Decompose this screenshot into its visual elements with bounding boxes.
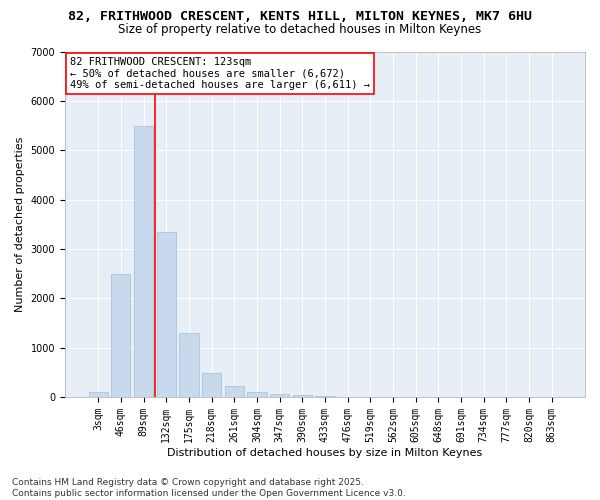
Bar	[134, 126, 153, 397]
Bar	[293, 396, 312, 397]
Text: 82 FRITHWOOD CRESCENT: 123sqm
← 50% of detached houses are smaller (6,672)
49% o: 82 FRITHWOOD CRESCENT: 123sqm ← 50% of d…	[70, 56, 370, 90]
Text: Contains HM Land Registry data © Crown copyright and database right 2025.
Contai: Contains HM Land Registry data © Crown c…	[12, 478, 406, 498]
Bar	[247, 392, 266, 397]
Bar	[179, 333, 199, 397]
Bar	[224, 386, 244, 397]
Text: Size of property relative to detached houses in Milton Keynes: Size of property relative to detached ho…	[118, 22, 482, 36]
Bar	[89, 392, 108, 397]
X-axis label: Distribution of detached houses by size in Milton Keynes: Distribution of detached houses by size …	[167, 448, 482, 458]
Bar	[270, 394, 289, 397]
Y-axis label: Number of detached properties: Number of detached properties	[15, 136, 25, 312]
Bar	[157, 232, 176, 397]
Bar	[111, 274, 130, 397]
Bar	[202, 374, 221, 397]
Text: 82, FRITHWOOD CRESCENT, KENTS HILL, MILTON KEYNES, MK7 6HU: 82, FRITHWOOD CRESCENT, KENTS HILL, MILT…	[68, 10, 532, 23]
